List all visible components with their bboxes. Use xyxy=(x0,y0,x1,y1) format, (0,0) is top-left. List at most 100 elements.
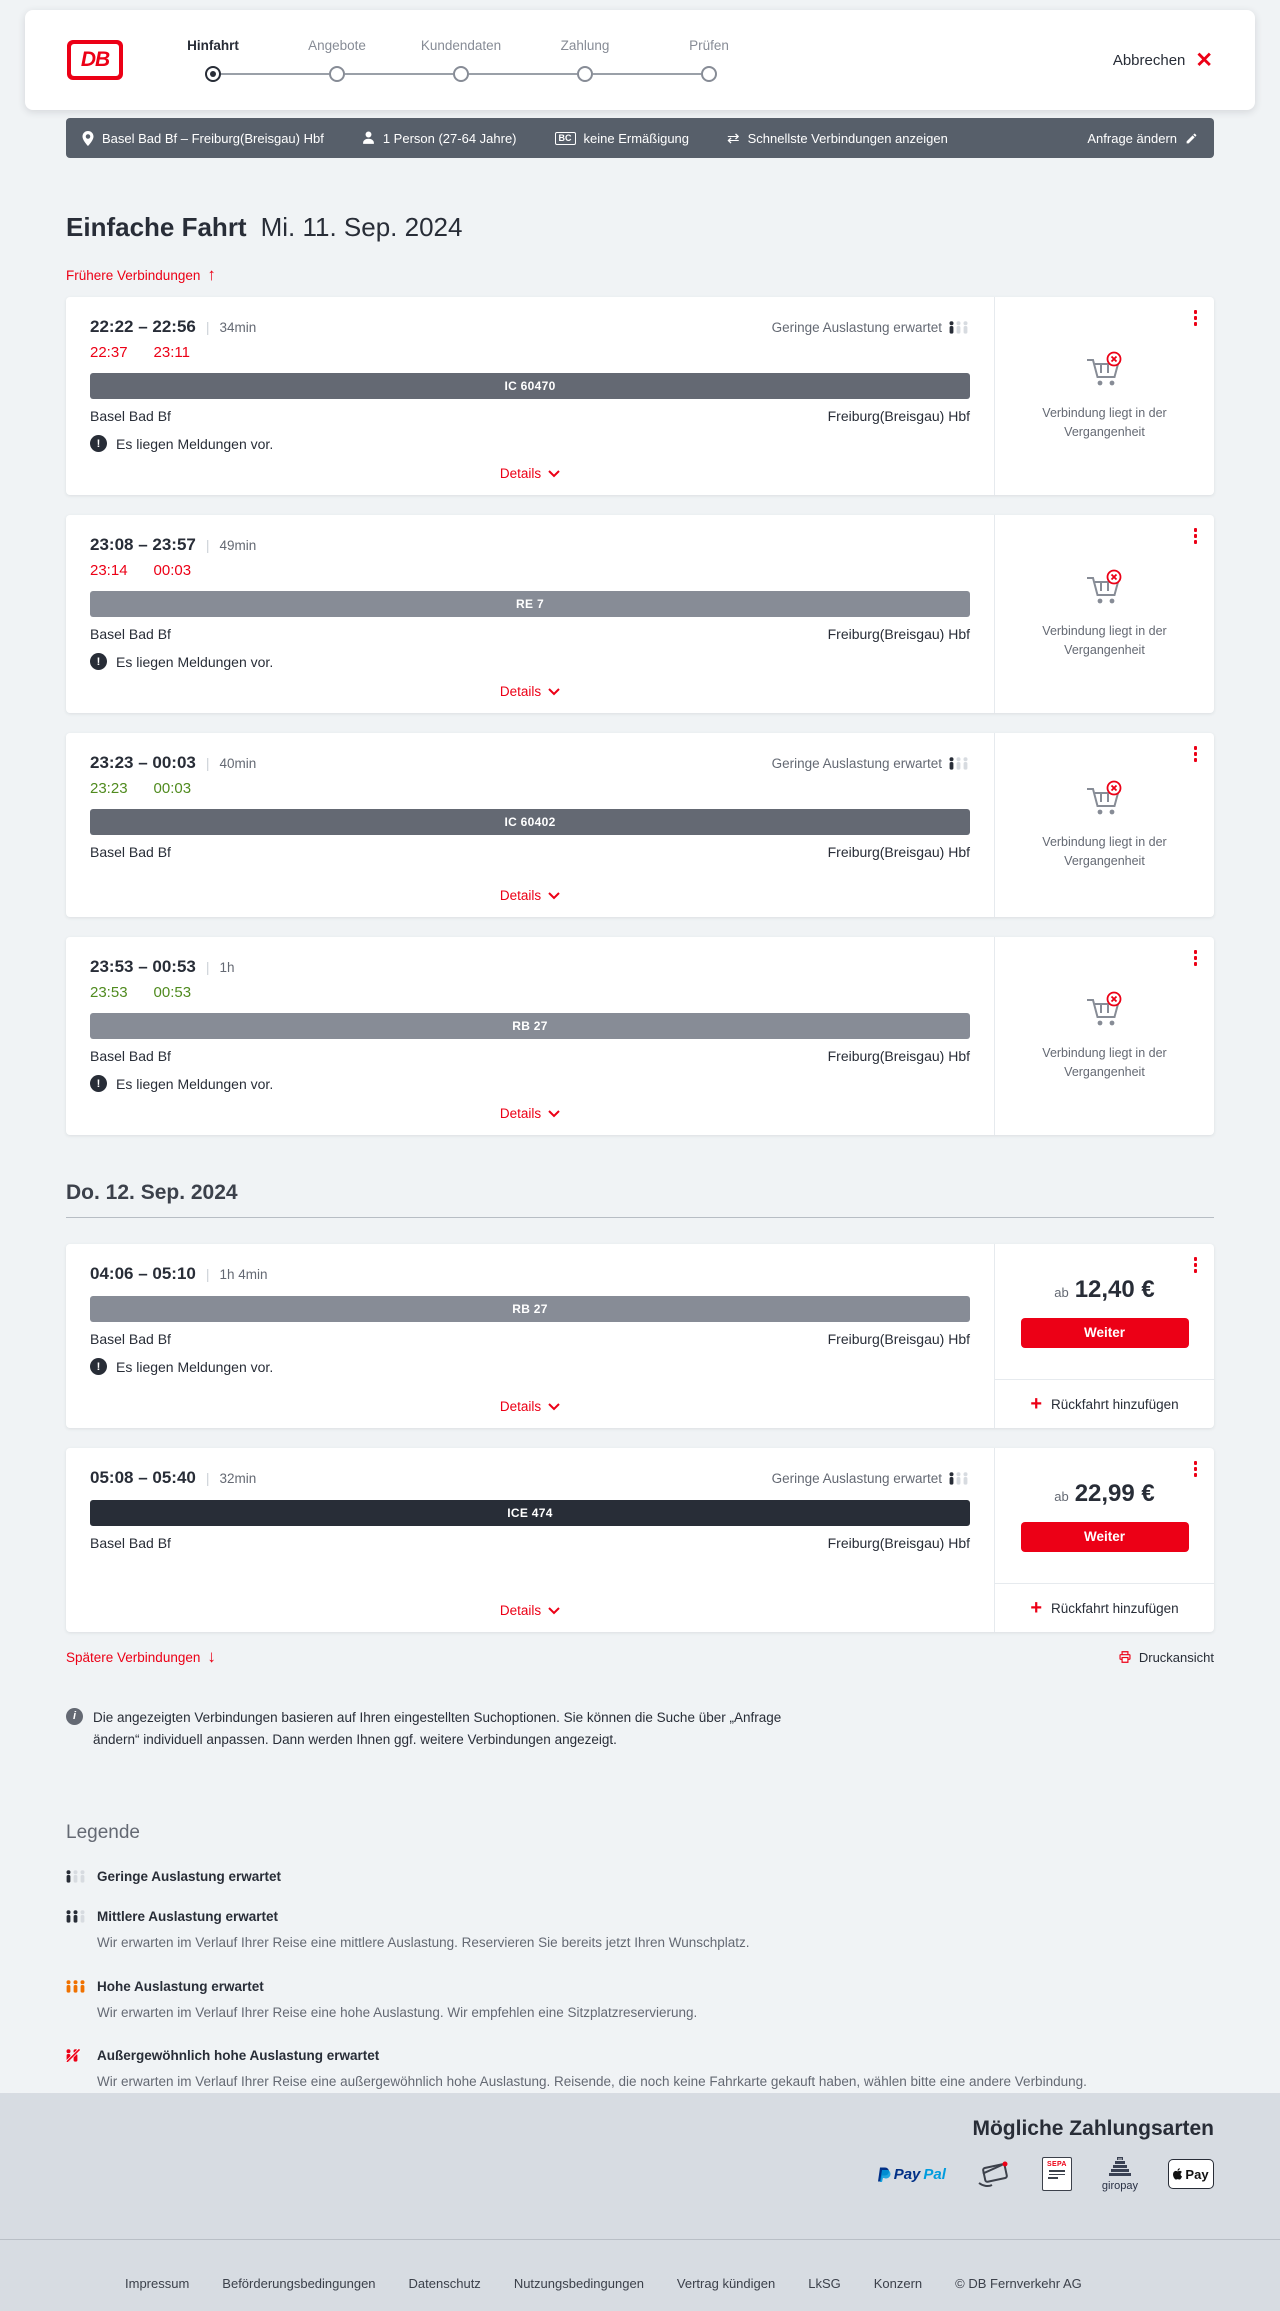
details-toggle[interactable]: Details xyxy=(500,1092,560,1121)
trip-date: Mi. 11. Sep. 2024 xyxy=(260,212,463,242)
connection-list-day2: 04:06 – 05:10 | 1h 4min RB 27 Basel Bad Bf Fr… xyxy=(66,1244,1214,1632)
realtime-times: 23:53 00:53 xyxy=(90,984,970,1001)
connection-card: 04:06 – 05:10 | 1h 4min RB 27 Basel Bad Bf Fr… xyxy=(66,1244,1214,1428)
card-menu-button[interactable] xyxy=(1192,308,1200,328)
footer-link-konzern[interactable]: Konzern xyxy=(873,2275,923,2291)
legend-item-exceptional: Außergewöhnlich hohe Auslastung erwartet xyxy=(66,2048,1214,2063)
legend-item-medium: Mittlere Auslastung erwartet xyxy=(66,1909,1214,1924)
journey-duration: 49min xyxy=(219,538,257,553)
destination-station: Freiburg(Breisgau) Hbf xyxy=(827,844,970,860)
connection-list-day1: 22:22 – 22:56 | 34min Geringe Auslastung er… xyxy=(66,297,1214,1135)
occupancy-high-icon xyxy=(66,1979,85,1993)
journey-duration: 1h xyxy=(219,960,235,975)
occupancy-low-icon xyxy=(949,1472,968,1485)
footer-link-impressum[interactable]: Impressum xyxy=(125,2275,190,2291)
card-menu-button[interactable] xyxy=(1192,526,1200,546)
price-prefix: ab xyxy=(1054,1488,1069,1504)
destination-station: Freiburg(Breisgau) Hbf xyxy=(827,408,970,424)
weiter-button[interactable]: Weiter xyxy=(1020,1317,1189,1348)
card-menu-button[interactable] xyxy=(1192,1459,1200,1479)
chevron-down-icon xyxy=(548,469,560,477)
step-zahlung[interactable]: Zahlung xyxy=(523,38,701,82)
later-connections-button[interactable]: Spätere Verbindungen ↓ xyxy=(66,1647,216,1666)
step-hinfahrt[interactable]: Hinfahrt xyxy=(151,38,329,82)
edit-request-button[interactable]: Anfrage ändern xyxy=(1087,131,1198,146)
legend-item-high: Hohe Auslastung erwartet xyxy=(66,1979,1214,1994)
earlier-connections-button[interactable]: Frühere Verbindungen ↑ xyxy=(66,265,216,284)
giropay-icon[interactable]: giropay xyxy=(1102,2156,1138,2192)
journey-duration: 34min xyxy=(219,320,257,335)
step-dot xyxy=(329,66,345,82)
alert-icon: ! xyxy=(90,653,107,670)
train-label-bar: RB 27 xyxy=(90,1013,970,1039)
search-options-info: i Die angezeigten Verbindungen basieren … xyxy=(66,1707,796,1750)
step-kundendaten[interactable]: Kundendaten xyxy=(399,38,577,82)
alert-icon: ! xyxy=(90,1358,107,1375)
realtime-departure: 23:23 xyxy=(90,780,128,797)
chevron-down-icon xyxy=(548,891,560,899)
alert-icon: ! xyxy=(90,1075,107,1092)
card-menu-button[interactable] xyxy=(1192,1255,1200,1275)
realtime-times: 23:14 00:03 xyxy=(90,562,970,579)
trip-type: Einfache Fahrt xyxy=(66,212,247,242)
sepa-icon[interactable]: SEPA xyxy=(1041,2157,1072,2192)
journey-duration: 40min xyxy=(219,756,257,771)
occupancy-low-icon xyxy=(949,757,968,770)
print-view-button[interactable]: Druckansicht xyxy=(1118,1650,1214,1665)
legend: Legende Geringe Auslastung erwartet Mitt… xyxy=(66,1822,1214,2093)
train-label-bar: IC 60470 xyxy=(90,373,970,399)
connection-details: 04:06 – 05:10 | 1h 4min RB 27 Basel Bad Bf Fr… xyxy=(90,1264,970,1414)
messages-notice: ! Es liegen Meldungen vor. xyxy=(90,653,970,670)
past-connection-message: Verbindung liegt in der Vergangenheit xyxy=(1042,1045,1167,1079)
card-menu-button[interactable] xyxy=(1192,744,1200,764)
step-angebote[interactable]: Angebote xyxy=(275,38,453,82)
details-toggle[interactable]: Details xyxy=(500,1589,560,1618)
credit-card-icon[interactable] xyxy=(976,2159,1012,2189)
discount-text: keine Ermäßigung xyxy=(583,130,690,146)
legend-item-low: Geringe Auslastung erwartet xyxy=(66,1869,1214,1884)
chevron-down-icon xyxy=(548,1606,560,1614)
footer-link-lksg[interactable]: LkSG xyxy=(808,2275,841,2291)
cart-past-icon xyxy=(1086,569,1121,604)
db-logo[interactable]: DB xyxy=(67,40,123,80)
printer-icon xyxy=(1119,1651,1131,1663)
origin-station: Basel Bad Bf xyxy=(90,1048,171,1064)
train-label-bar: RB 27 xyxy=(90,1296,970,1322)
footer-link-befoerderungsbedingungen[interactable]: Beförderungsbedingungen xyxy=(222,2275,376,2291)
weiter-button[interactable]: Weiter xyxy=(1020,1521,1189,1552)
checkout-stepper: Hinfahrt Angebote Kundendaten Zahlung Pr… xyxy=(151,38,771,82)
realtime-arrival: 00:53 xyxy=(153,984,192,1001)
footer-link-datenschutz[interactable]: Datenschutz xyxy=(408,2275,481,2291)
details-toggle[interactable]: Details xyxy=(500,670,560,699)
passenger-text: 1 Person (27-64 Jahre) xyxy=(382,130,517,146)
messages-notice-text: Es liegen Meldungen vor. xyxy=(116,435,274,452)
card-menu-button[interactable] xyxy=(1192,948,1200,968)
apple-pay-icon[interactable]: Pay xyxy=(1168,2159,1214,2190)
legend-title: Legende xyxy=(66,1822,140,1844)
occupancy-info: Geringe Auslastung erwartet xyxy=(772,1471,970,1486)
arrow-down-icon: ↓ xyxy=(207,1647,216,1666)
connection-card: 05:08 – 05:40 | 32min Geringe Auslastung er… xyxy=(66,1448,1214,1632)
add-return-button[interactable]: + Rückfahrt hinzufügen xyxy=(995,1583,1214,1632)
paypal-icon[interactable]: Pay Pal xyxy=(877,2166,946,2183)
footer-link-vertrag-kuendigen[interactable]: Vertrag kündigen xyxy=(676,2275,776,2291)
details-toggle[interactable]: Details xyxy=(500,874,560,903)
connection-side-panel: ab 12,40 € Weiter + Rückfahrt hinzufügen xyxy=(994,1244,1214,1428)
footer-link-nutzungsbedingungen[interactable]: Nutzungsbedingungen xyxy=(513,2275,644,2291)
destination-station: Freiburg(Breisgau) Hbf xyxy=(827,626,970,642)
step-pruefen[interactable]: Prüfen xyxy=(647,38,771,82)
details-toggle[interactable]: Details xyxy=(500,452,560,481)
destination-station: Freiburg(Breisgau) Hbf xyxy=(827,1048,970,1064)
connection-details: 23:53 – 00:53 | 1h 23:53 00:53 RB 27 Basel Bad… xyxy=(90,957,970,1121)
origin-station: Basel Bad Bf xyxy=(90,844,171,860)
cancel-button[interactable]: Abbrechen ✕ xyxy=(1113,50,1213,71)
add-return-button[interactable]: + Rückfahrt hinzufügen xyxy=(995,1379,1214,1428)
details-toggle[interactable]: Details xyxy=(500,1385,560,1414)
cancel-label: Abbrechen xyxy=(1112,51,1186,69)
chevron-down-icon xyxy=(548,1402,560,1410)
route-text: Basel Bad Bf – Freiburg(Breisgau) Hbf xyxy=(102,130,324,146)
journey-time: 23:08 – 23:57 xyxy=(90,535,196,554)
occupancy-exceptional-icon xyxy=(66,2049,81,2063)
discount-summary: BC keine Ermäßigung xyxy=(554,130,690,146)
